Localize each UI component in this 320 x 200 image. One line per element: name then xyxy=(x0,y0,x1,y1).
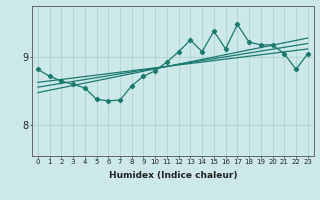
X-axis label: Humidex (Indice chaleur): Humidex (Indice chaleur) xyxy=(108,171,237,180)
